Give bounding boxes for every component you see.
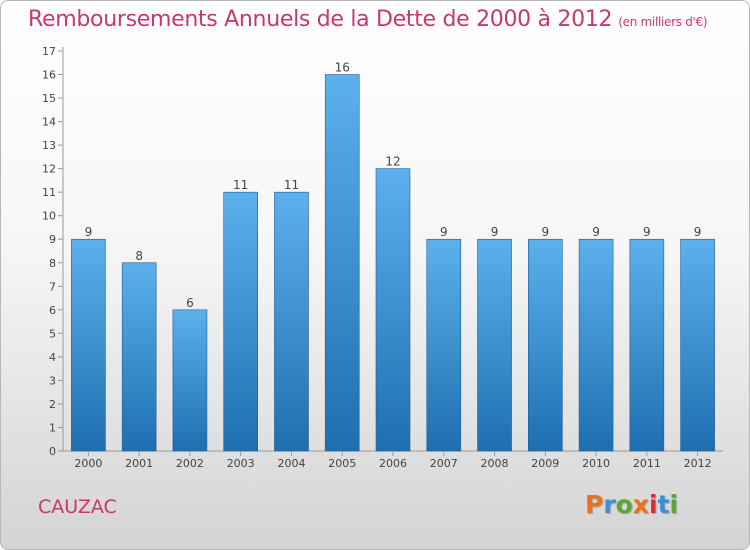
x-tick-label: 2000 xyxy=(74,457,102,470)
y-tick-label: 2 xyxy=(49,398,56,411)
logo-letter: P xyxy=(585,490,604,519)
y-tick-label: 4 xyxy=(49,351,56,364)
logo-letter: i xyxy=(649,490,658,519)
bar xyxy=(71,238,106,452)
y-tick-label: 1 xyxy=(49,421,56,434)
bar xyxy=(578,238,614,452)
y-tick-label: 0 xyxy=(49,445,56,458)
x-tick-label: 2001 xyxy=(125,457,153,470)
bar-value-label: 9 xyxy=(85,225,93,239)
bar-value-label: 16 xyxy=(335,61,350,75)
x-tick-label: 2010 xyxy=(582,457,610,470)
logo-letter: r xyxy=(603,490,616,519)
x-tick-label: 2005 xyxy=(328,457,356,470)
y-tick-label: 9 xyxy=(49,233,56,246)
x-tick-label: 2002 xyxy=(176,457,204,470)
y-tick-label: 3 xyxy=(49,374,56,387)
y-tick-label: 11 xyxy=(42,186,56,199)
logo-letter: o xyxy=(615,490,633,519)
bar-value-label: 6 xyxy=(186,296,194,310)
bar-value-label: 9 xyxy=(592,225,600,239)
bar-value-label: 12 xyxy=(385,155,400,169)
bar-value-label: 9 xyxy=(643,225,651,239)
commune-name: CAUZAC xyxy=(38,496,117,518)
y-tick-label: 7 xyxy=(49,280,56,293)
bar-value-label: 8 xyxy=(135,249,143,263)
bar xyxy=(477,238,512,452)
bar-value-label: 11 xyxy=(233,178,248,192)
bar xyxy=(426,238,462,452)
y-tick-label: 8 xyxy=(49,257,56,270)
y-tick-label: 13 xyxy=(42,139,56,152)
bar-value-label: 9 xyxy=(694,225,702,239)
bar xyxy=(629,238,665,452)
chart-title: Remboursements Annuels de la Dette de 20… xyxy=(28,7,708,32)
y-tick-label: 10 xyxy=(42,210,56,223)
y-tick-label: 6 xyxy=(49,304,56,317)
x-tick-label: 2004 xyxy=(277,457,305,470)
x-tick-label: 2008 xyxy=(481,457,509,470)
bar-value-label: 9 xyxy=(491,225,499,239)
bar xyxy=(274,191,309,452)
bar xyxy=(375,168,411,452)
logo-letter: t xyxy=(657,490,670,519)
chart-subtitle: (en milliers d'€) xyxy=(618,15,708,29)
logo-letter: i xyxy=(669,490,679,519)
y-tick-label: 5 xyxy=(49,327,56,340)
logo-letter: x xyxy=(632,490,649,519)
x-tick-label: 2003 xyxy=(227,457,255,470)
bar-value-label: 9 xyxy=(541,225,549,239)
y-tick-label: 16 xyxy=(42,69,56,82)
bar xyxy=(324,74,360,452)
y-tick-label: 14 xyxy=(42,116,56,129)
x-tick-label: 2012 xyxy=(684,457,712,470)
bar-value-label: 11 xyxy=(284,178,299,192)
x-tick-label: 2009 xyxy=(531,457,559,470)
bar xyxy=(528,238,563,452)
bar-value-label: 9 xyxy=(440,225,448,239)
y-tick-label: 15 xyxy=(42,92,56,105)
y-tick-label: 12 xyxy=(42,163,56,176)
proxiti-logo[interactable]: Proxiti xyxy=(585,490,678,519)
bar xyxy=(223,191,258,452)
bar xyxy=(680,238,715,452)
chart-title-text: Remboursements Annuels de la Dette de 20… xyxy=(28,7,613,32)
x-tick-label: 2011 xyxy=(633,457,661,470)
x-tick-label: 2006 xyxy=(379,457,407,470)
bar xyxy=(172,309,208,452)
y-tick-label: 17 xyxy=(42,45,56,58)
x-tick-label: 2007 xyxy=(430,457,458,470)
bar xyxy=(121,262,157,452)
